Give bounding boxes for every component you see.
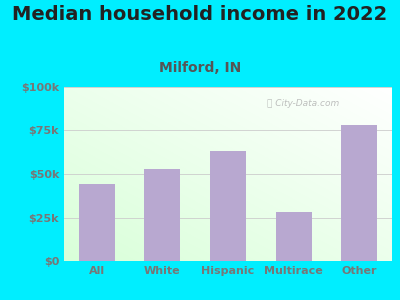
Text: ⓘ City-Data.com: ⓘ City-Data.com: [267, 99, 340, 108]
Bar: [276, 212, 312, 261]
Bar: [144, 169, 180, 261]
Bar: [210, 152, 246, 261]
Text: Median household income in 2022: Median household income in 2022: [12, 4, 388, 23]
Bar: [79, 184, 115, 261]
Text: Milford, IN: Milford, IN: [159, 61, 241, 76]
Bar: [341, 125, 377, 261]
